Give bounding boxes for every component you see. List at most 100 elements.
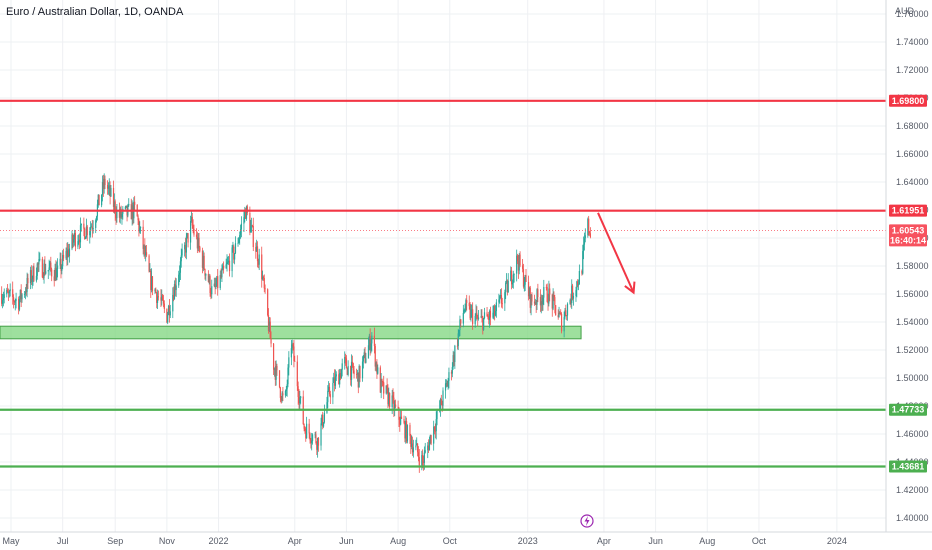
candle-body bbox=[264, 288, 266, 290]
y-tick-label: 1.40000 bbox=[896, 513, 929, 523]
candle-body bbox=[576, 281, 578, 291]
candle-body bbox=[428, 445, 430, 451]
lightning-icon[interactable] bbox=[580, 514, 594, 528]
candle-body bbox=[468, 302, 470, 307]
candle-body bbox=[423, 452, 425, 463]
candle-body bbox=[12, 289, 14, 298]
candle-body bbox=[292, 344, 294, 347]
candle-body bbox=[488, 316, 490, 321]
candle-body bbox=[209, 276, 211, 294]
candle-body bbox=[114, 201, 116, 214]
candle-body bbox=[411, 443, 414, 453]
candle-body bbox=[250, 225, 253, 227]
candle-body bbox=[482, 316, 484, 330]
candle-body bbox=[66, 251, 68, 258]
candle-body bbox=[558, 312, 560, 318]
level-badge-label: 1.47733 bbox=[892, 405, 925, 415]
candle-body bbox=[3, 294, 5, 299]
candle-body bbox=[304, 428, 306, 431]
candle-body bbox=[262, 276, 265, 278]
candle-body bbox=[340, 369, 342, 379]
candle-body bbox=[37, 263, 39, 265]
candle-body bbox=[499, 296, 501, 300]
x-tick-label: 2022 bbox=[209, 536, 229, 546]
candle-body bbox=[205, 274, 207, 276]
candle-body bbox=[91, 226, 93, 230]
candle-body bbox=[120, 208, 122, 218]
candle-body bbox=[139, 228, 141, 232]
candlestick-series bbox=[1, 173, 591, 473]
candle-body bbox=[238, 239, 240, 243]
candle-body bbox=[380, 379, 382, 393]
x-tick-label: Nov bbox=[159, 536, 176, 546]
projection-arrow-head bbox=[624, 281, 636, 295]
candle-body bbox=[143, 245, 145, 249]
candle-body bbox=[549, 288, 551, 295]
candle-body bbox=[472, 309, 474, 325]
candle-body bbox=[572, 295, 575, 299]
candle-body bbox=[389, 393, 391, 408]
candle-body bbox=[49, 262, 51, 268]
candle-body bbox=[36, 263, 38, 276]
candle-body bbox=[30, 270, 32, 283]
candle-body bbox=[429, 435, 431, 441]
candle-body bbox=[344, 356, 347, 359]
candle-body bbox=[328, 386, 330, 391]
candle-body bbox=[379, 367, 381, 393]
candle-body bbox=[8, 291, 10, 294]
candle-body bbox=[525, 275, 527, 282]
candle-body bbox=[128, 204, 130, 206]
candle-body bbox=[397, 406, 399, 409]
candle-body bbox=[306, 423, 308, 439]
y-tick-label: 1.56000 bbox=[896, 289, 929, 299]
candle-body bbox=[282, 393, 284, 396]
candle-body bbox=[398, 408, 400, 420]
candle-body bbox=[512, 274, 514, 283]
candle-body bbox=[109, 185, 111, 197]
annotation-icon-layer[interactable] bbox=[580, 514, 594, 528]
candle-body bbox=[234, 253, 236, 260]
candle-body bbox=[529, 287, 531, 308]
candle-body bbox=[299, 398, 301, 403]
candle-body bbox=[103, 178, 105, 189]
candle-body bbox=[589, 233, 591, 238]
candle-body bbox=[494, 311, 497, 316]
candle-body bbox=[308, 423, 310, 434]
candle-body bbox=[104, 178, 106, 185]
level-badge-label: 1.43681 bbox=[892, 461, 925, 471]
candle-body bbox=[357, 372, 359, 388]
candle-body bbox=[12, 297, 15, 302]
candle-body bbox=[511, 282, 514, 285]
candle-body bbox=[24, 291, 27, 295]
candle-body bbox=[571, 285, 574, 299]
candle-body bbox=[231, 247, 233, 272]
candle-body bbox=[31, 278, 33, 283]
candle-body bbox=[516, 255, 518, 274]
candle-body bbox=[7, 292, 10, 294]
candle-body bbox=[547, 301, 549, 304]
horizontal-levels bbox=[0, 99, 886, 468]
candle-body bbox=[534, 302, 536, 304]
candle-body bbox=[486, 312, 488, 317]
candle-body bbox=[522, 265, 524, 269]
y-tick-label: 1.68000 bbox=[896, 121, 929, 131]
candle-body bbox=[527, 281, 530, 297]
candle-body bbox=[367, 345, 370, 359]
x-tick-label: Jun bbox=[339, 536, 354, 546]
candle-body bbox=[305, 430, 307, 439]
projection-arrow bbox=[597, 212, 636, 295]
candle-body bbox=[504, 292, 506, 304]
candle-body bbox=[270, 338, 272, 344]
candle-body bbox=[322, 422, 325, 427]
candle-body bbox=[480, 316, 482, 318]
candle-body bbox=[245, 210, 247, 219]
candle-body bbox=[150, 271, 152, 291]
y-tick-label: 1.50000 bbox=[896, 373, 929, 383]
candle-body bbox=[233, 246, 235, 260]
candle-body bbox=[323, 412, 326, 423]
candle-body bbox=[9, 289, 11, 292]
candle-body bbox=[394, 404, 397, 407]
candle-body bbox=[416, 443, 419, 453]
candle-body bbox=[493, 305, 495, 313]
